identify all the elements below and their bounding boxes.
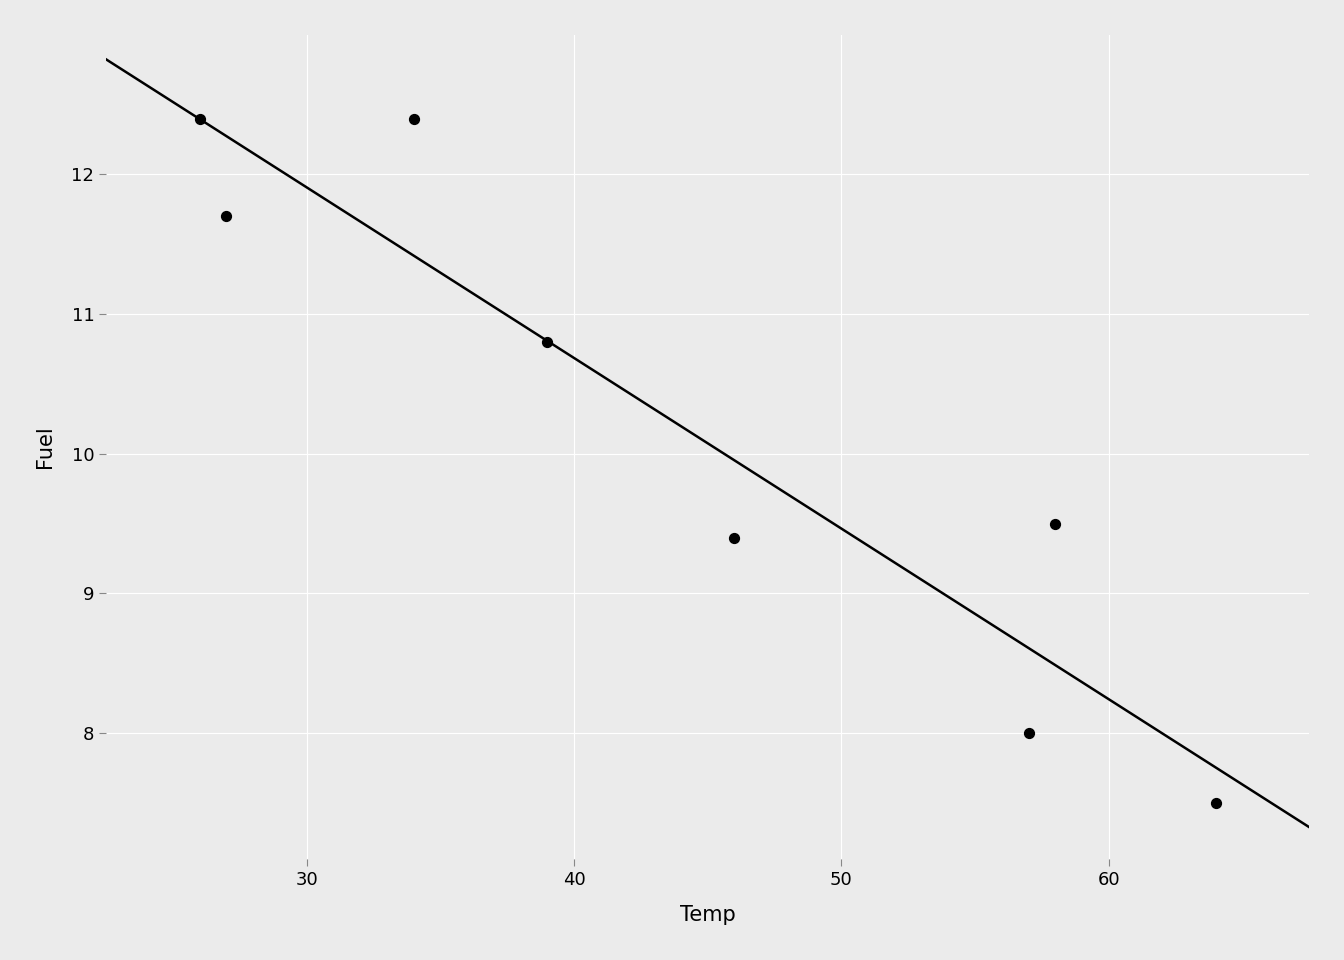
Point xyxy=(536,334,558,349)
Y-axis label: Fuel: Fuel xyxy=(35,425,55,468)
X-axis label: Temp: Temp xyxy=(680,905,735,925)
Point xyxy=(1044,516,1066,531)
Point xyxy=(1017,726,1039,741)
Point xyxy=(215,208,237,224)
Point xyxy=(403,110,425,126)
Point xyxy=(1206,795,1227,810)
Point xyxy=(190,110,211,126)
Point xyxy=(723,530,745,545)
